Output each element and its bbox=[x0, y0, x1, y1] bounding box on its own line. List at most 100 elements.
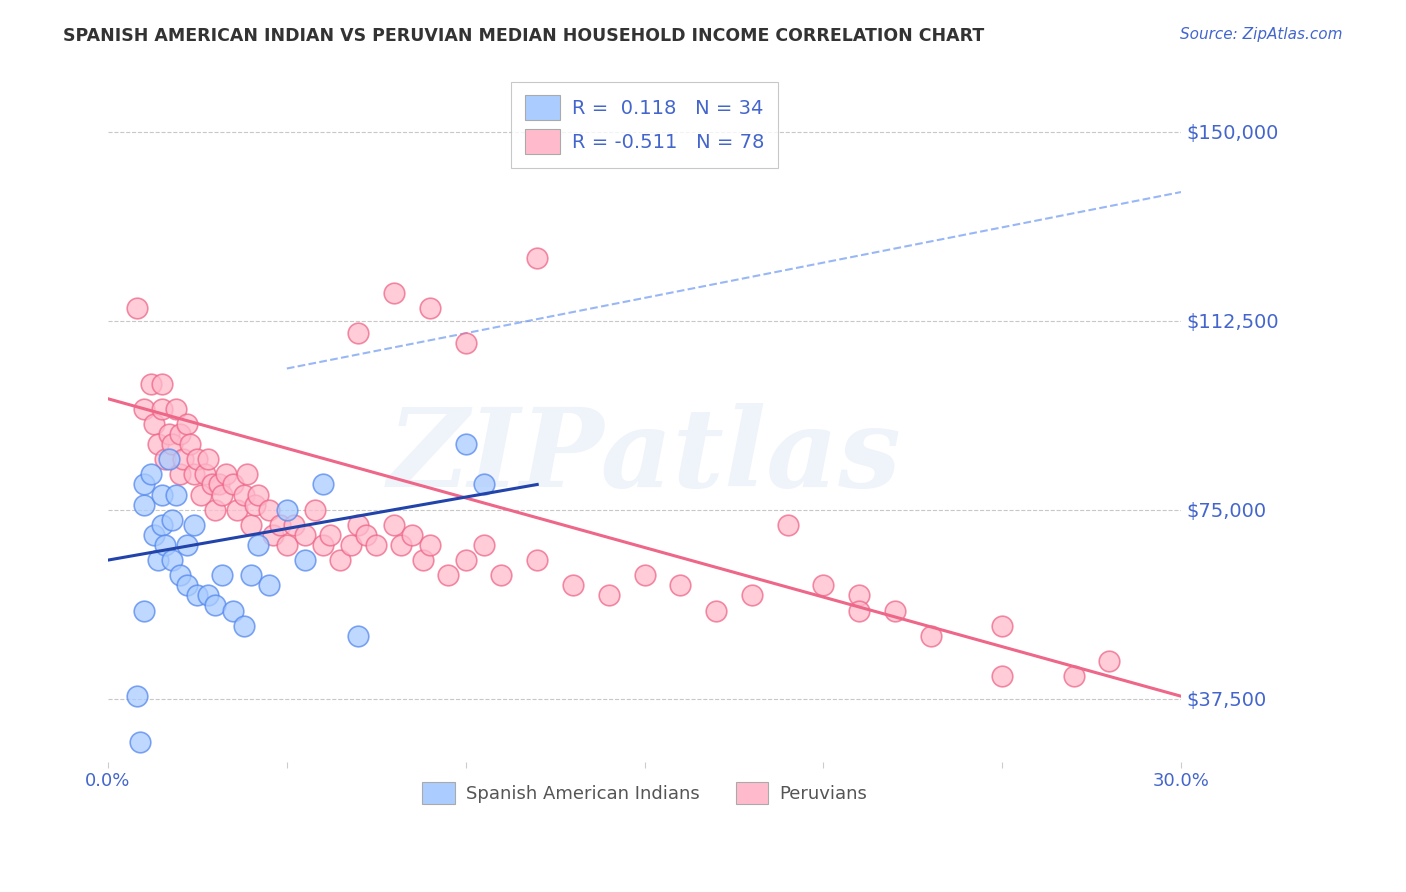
Point bbox=[472, 477, 495, 491]
Point bbox=[454, 553, 477, 567]
Point bbox=[222, 477, 245, 491]
Point bbox=[236, 467, 259, 482]
Point bbox=[150, 487, 173, 501]
Point bbox=[201, 477, 224, 491]
Point bbox=[920, 629, 942, 643]
Point bbox=[162, 513, 184, 527]
Point bbox=[125, 301, 148, 315]
Point bbox=[347, 326, 370, 341]
Point bbox=[454, 437, 477, 451]
Point bbox=[257, 502, 280, 516]
Point bbox=[155, 538, 177, 552]
Point bbox=[276, 538, 298, 552]
Point bbox=[389, 538, 412, 552]
Text: Source: ZipAtlas.com: Source: ZipAtlas.com bbox=[1180, 27, 1343, 42]
Point bbox=[848, 588, 870, 602]
Text: ZIPatlas: ZIPatlas bbox=[388, 403, 901, 510]
Point bbox=[225, 502, 247, 516]
Point bbox=[401, 528, 423, 542]
Point bbox=[183, 467, 205, 482]
Point bbox=[215, 467, 238, 482]
Point bbox=[179, 437, 201, 451]
Point bbox=[190, 487, 212, 501]
Point bbox=[129, 734, 152, 748]
Point bbox=[526, 251, 548, 265]
Point bbox=[848, 603, 870, 617]
Point bbox=[412, 553, 434, 567]
Point bbox=[366, 538, 388, 552]
Point bbox=[155, 452, 177, 467]
Point bbox=[143, 528, 166, 542]
Point bbox=[741, 588, 763, 602]
Point bbox=[347, 517, 370, 532]
Point bbox=[165, 401, 187, 416]
Point bbox=[132, 401, 155, 416]
Point bbox=[146, 437, 169, 451]
Point bbox=[562, 578, 585, 592]
Point bbox=[382, 517, 405, 532]
Point bbox=[294, 553, 316, 567]
Point bbox=[347, 629, 370, 643]
Point bbox=[232, 487, 254, 501]
Point bbox=[1063, 669, 1085, 683]
Point bbox=[240, 568, 263, 582]
Point bbox=[169, 467, 191, 482]
Point bbox=[419, 538, 441, 552]
Point bbox=[991, 669, 1014, 683]
Point bbox=[197, 588, 219, 602]
Point bbox=[197, 452, 219, 467]
Point bbox=[211, 487, 233, 501]
Point bbox=[883, 603, 905, 617]
Text: SPANISH AMERICAN INDIAN VS PERUVIAN MEDIAN HOUSEHOLD INCOME CORRELATION CHART: SPANISH AMERICAN INDIAN VS PERUVIAN MEDI… bbox=[63, 27, 984, 45]
Point bbox=[139, 467, 162, 482]
Point bbox=[172, 452, 194, 467]
Point bbox=[436, 568, 458, 582]
Point bbox=[472, 538, 495, 552]
Point bbox=[150, 401, 173, 416]
Point bbox=[340, 538, 363, 552]
Point bbox=[813, 578, 835, 592]
Point bbox=[208, 477, 231, 491]
Point bbox=[186, 452, 208, 467]
Point bbox=[143, 417, 166, 431]
Point bbox=[311, 538, 333, 552]
Point bbox=[176, 578, 198, 592]
Point bbox=[329, 553, 352, 567]
Point bbox=[304, 502, 326, 516]
Point bbox=[354, 528, 377, 542]
Point bbox=[222, 603, 245, 617]
Point bbox=[991, 618, 1014, 632]
Point bbox=[276, 502, 298, 516]
Point bbox=[176, 538, 198, 552]
Point bbox=[165, 487, 187, 501]
Point bbox=[454, 336, 477, 351]
Point bbox=[382, 285, 405, 300]
Point bbox=[491, 568, 513, 582]
Point bbox=[204, 599, 226, 613]
Point bbox=[146, 553, 169, 567]
Point bbox=[526, 553, 548, 567]
Point bbox=[162, 553, 184, 567]
Point bbox=[162, 437, 184, 451]
Point bbox=[669, 578, 692, 592]
Point bbox=[139, 376, 162, 391]
Point bbox=[598, 588, 620, 602]
Point bbox=[311, 477, 333, 491]
Point bbox=[150, 517, 173, 532]
Point bbox=[247, 487, 270, 501]
Point bbox=[157, 427, 180, 442]
Point bbox=[125, 690, 148, 704]
Point bbox=[776, 517, 799, 532]
Point bbox=[193, 467, 215, 482]
Point bbox=[243, 498, 266, 512]
Point bbox=[204, 502, 226, 516]
Point bbox=[132, 498, 155, 512]
Point bbox=[157, 452, 180, 467]
Point bbox=[262, 528, 284, 542]
Point bbox=[633, 568, 655, 582]
Point bbox=[704, 603, 727, 617]
Point bbox=[183, 517, 205, 532]
Point bbox=[283, 517, 305, 532]
Point bbox=[176, 417, 198, 431]
Point bbox=[169, 568, 191, 582]
